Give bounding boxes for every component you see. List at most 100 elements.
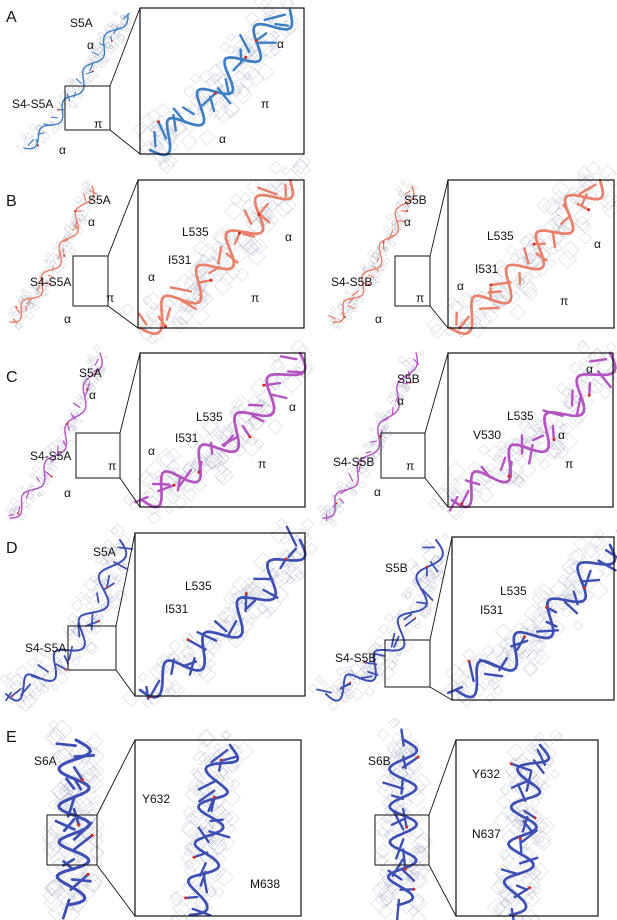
overview-label: π (406, 459, 414, 473)
zoom-label: Y632 (472, 767, 500, 781)
overview-label: S4-S5B (335, 651, 376, 665)
zoom-label: α (277, 37, 284, 51)
zoom-label: I531 (168, 253, 192, 267)
overview-label: α (89, 388, 96, 402)
zoom-label: α (148, 270, 155, 284)
callout-line (429, 686, 453, 701)
zoom-model (138, 525, 307, 700)
overview-label: S4-S5A (30, 275, 71, 289)
frames-layer (46, 7, 615, 917)
overview-label: π (106, 291, 114, 305)
overview-label: S5A (70, 16, 93, 30)
panel-letter: C (6, 369, 18, 386)
callout-line (109, 129, 141, 155)
overview-label: α (375, 312, 382, 326)
zoom-model-density-mesh (121, 154, 311, 345)
overview-label: S5A (79, 366, 102, 380)
panel-letter: A (6, 9, 17, 26)
zoom-model-density-mesh (122, 518, 318, 708)
callout-line (107, 305, 139, 329)
zoom-label: π (565, 457, 573, 471)
callout-line (428, 739, 457, 816)
zoom-label: N637 (472, 827, 501, 841)
zoom-model-density-mesh (123, 339, 314, 525)
zoom-label: M638 (250, 877, 280, 891)
callout-line (429, 305, 449, 329)
inset-box (72, 255, 109, 307)
overview-label: α (59, 143, 66, 157)
zoom-model (134, 351, 307, 509)
panel-letter: E (6, 729, 17, 746)
zoom-label: L535 (185, 579, 212, 593)
panel-a (23, 8, 294, 157)
zoom-label: L535 (182, 225, 209, 239)
zoom-frame (455, 739, 599, 917)
callout-line (119, 352, 141, 434)
overview-label: S5A (93, 545, 116, 559)
zoom-label: α (586, 362, 593, 376)
panel-letter: D (6, 540, 18, 557)
inset-box (394, 255, 431, 307)
zoom-model-density-mesh (169, 728, 254, 920)
overview-model (8, 352, 103, 519)
overview-model (322, 352, 420, 522)
overview-label: α (64, 486, 71, 500)
overview-model (5, 539, 134, 702)
panel-d (5, 525, 617, 702)
zoom-model (448, 178, 605, 336)
zoom-label: L535 (500, 584, 527, 598)
callout-line (115, 669, 136, 697)
callout-line (429, 536, 453, 641)
zoom-frame (447, 352, 614, 508)
zoom-frame (137, 179, 305, 329)
zoom-label: I531 (165, 602, 189, 616)
overview-label: α (397, 394, 404, 408)
atomic-model-layer (5, 8, 617, 920)
inset-box (64, 85, 111, 131)
callout-line (428, 864, 457, 917)
zoom-label: I531 (475, 262, 499, 276)
inset-box (67, 625, 117, 671)
zoom-model (148, 8, 294, 157)
callout-line (109, 7, 141, 87)
zoom-label: α (457, 279, 464, 293)
overview-label: π (108, 459, 116, 473)
overview-label: S5B (404, 193, 427, 207)
overview-label: S4-S5B (331, 275, 372, 289)
overview-label: S6A (34, 754, 57, 768)
callout-line (96, 864, 136, 917)
callout-line (119, 477, 141, 508)
callout-line (429, 179, 449, 257)
inset-box (374, 814, 430, 866)
overview-label: α (374, 485, 381, 499)
zoom-label: I531 (175, 431, 199, 445)
zoom-model (137, 178, 295, 336)
panel-c (8, 351, 617, 522)
overview-label: α (64, 312, 71, 326)
zoom-label: I531 (480, 603, 504, 617)
zoom-label: α (289, 400, 296, 414)
callout-line (115, 532, 136, 627)
zoom-label: π (258, 457, 266, 471)
overview-model (54, 738, 96, 920)
zoom-frame (139, 352, 306, 508)
overview-label: π (416, 291, 424, 305)
panel-e (54, 728, 551, 920)
zoom-frame (134, 532, 306, 697)
inset-box (46, 814, 98, 866)
inset-box (380, 432, 426, 479)
callout-line (107, 179, 139, 257)
zoom-label: Y632 (142, 792, 170, 806)
overview-label: S5B (385, 561, 408, 575)
overview-model (382, 728, 420, 920)
overview-model (328, 185, 415, 323)
overview-label: α (88, 215, 95, 229)
zoom-frame (134, 739, 302, 917)
zoom-label: π (251, 291, 259, 305)
overview-label: S5B (397, 372, 420, 386)
zoom-model (448, 351, 617, 512)
zoom-label: π (560, 294, 568, 308)
overview-label: S6B (368, 754, 391, 768)
labels-layer: A S5A α S4-S5A π α α π α B S5A α S4-S5A π α L535 α I531 α π… (6, 9, 601, 891)
